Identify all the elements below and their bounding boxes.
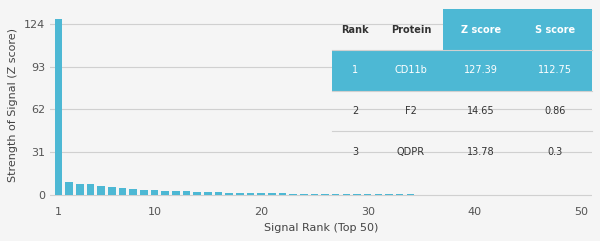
Bar [108, 187, 116, 195]
Bar [374, 194, 382, 195]
X-axis label: Signal Rank (Top 50): Signal Rank (Top 50) [263, 223, 378, 233]
Bar [130, 189, 137, 195]
Bar [204, 192, 212, 195]
Bar [332, 194, 340, 195]
Bar [428, 194, 436, 195]
Text: 0.3: 0.3 [548, 147, 563, 157]
Text: 13.78: 13.78 [467, 147, 495, 157]
Text: 112.75: 112.75 [538, 65, 572, 75]
Bar [268, 193, 275, 195]
Bar [119, 188, 126, 195]
Text: Protein: Protein [391, 25, 431, 35]
Bar [300, 194, 308, 195]
Bar [236, 193, 244, 195]
Bar [385, 194, 393, 195]
Bar [247, 193, 254, 195]
Bar [343, 194, 350, 195]
Bar [226, 193, 233, 195]
Text: 14.65: 14.65 [467, 106, 495, 116]
Bar [322, 194, 329, 195]
Bar [215, 192, 222, 195]
Bar [65, 182, 73, 195]
Text: S score: S score [535, 25, 575, 35]
Bar [172, 191, 179, 195]
Bar [311, 194, 318, 195]
Bar [289, 194, 297, 195]
Text: Z score: Z score [461, 25, 501, 35]
Bar [140, 189, 148, 195]
Bar [193, 192, 201, 195]
Text: 127.39: 127.39 [464, 65, 498, 75]
Bar [161, 191, 169, 195]
Y-axis label: Strength of Signal (Z score): Strength of Signal (Z score) [8, 28, 19, 182]
Bar [87, 184, 94, 195]
Bar [364, 194, 371, 195]
Text: F2: F2 [405, 106, 417, 116]
Bar [353, 194, 361, 195]
Bar [279, 194, 286, 195]
Text: 0.86: 0.86 [545, 106, 566, 116]
Text: 1: 1 [352, 65, 358, 75]
Bar [418, 194, 425, 195]
Bar [407, 194, 414, 195]
Text: CD11b: CD11b [395, 65, 427, 75]
Text: 3: 3 [352, 147, 358, 157]
Bar [97, 186, 105, 195]
Text: QDPR: QDPR [397, 147, 425, 157]
Bar [396, 194, 403, 195]
Text: Rank: Rank [341, 25, 369, 35]
Bar [76, 184, 83, 195]
Bar [55, 19, 62, 195]
Bar [183, 191, 190, 195]
Bar [439, 194, 446, 195]
Bar [151, 190, 158, 195]
Text: 2: 2 [352, 106, 358, 116]
Bar [257, 193, 265, 195]
